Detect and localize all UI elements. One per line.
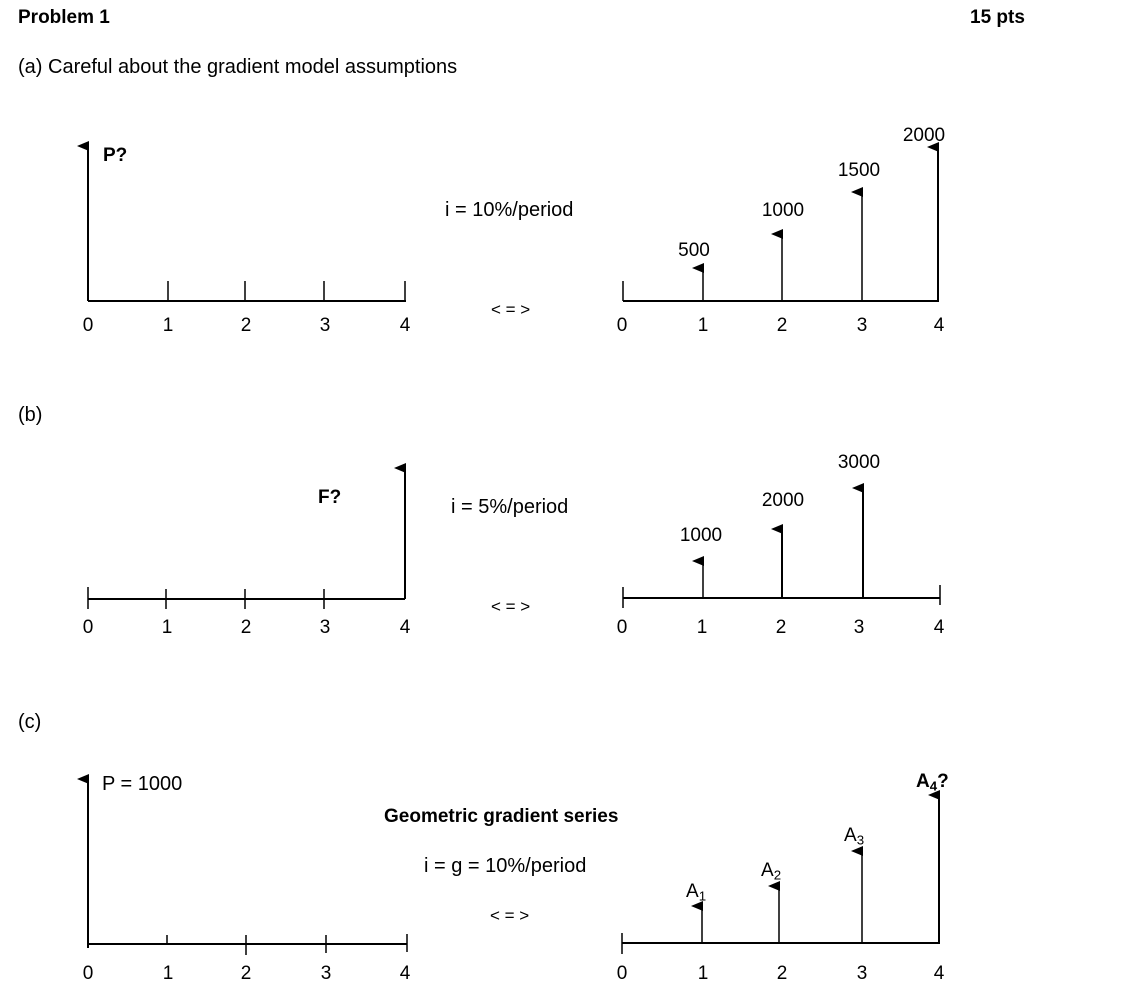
b-interest-rate: i = 5%/period <box>451 496 569 518</box>
a-left-tick-2: 2 <box>240 315 252 336</box>
b-left-tick-4: 4 <box>399 617 411 638</box>
a-cash-flow-1: 500 <box>678 240 710 261</box>
c-left-arrow-label: P = 1000 <box>102 773 183 795</box>
c-right-tick-2: 2 <box>776 963 788 984</box>
b-left-tick-1: 1 <box>161 617 173 638</box>
c-left-tick-4: 4 <box>399 963 411 984</box>
timeline-c-right <box>621 790 940 954</box>
a-cash-flow-3: 1500 <box>837 160 881 181</box>
c-right-tick-1: 1 <box>697 963 709 984</box>
a-right-tick-2: 2 <box>776 315 788 336</box>
a-right-tick-0: 0 <box>616 315 628 336</box>
b-right-tick-3: 3 <box>853 617 865 638</box>
a-left-arrow-label: P? <box>103 145 128 166</box>
part-a-label: (a) Careful about the gradient model ass… <box>18 56 458 78</box>
c-left-tick-1: 1 <box>162 963 174 984</box>
a-right-tick-1: 1 <box>697 315 709 336</box>
part-b-label: (b) <box>18 404 43 426</box>
c-left-tick-0: 0 <box>82 963 94 984</box>
b-cash-flow-3: 3000 <box>837 452 881 473</box>
b-right-tick-0: 0 <box>616 617 628 638</box>
b-left-arrow-label: F? <box>318 487 342 508</box>
b-left-tick-0: 0 <box>82 617 94 638</box>
a-right-tick-4: 4 <box>933 315 945 336</box>
b-cash-flow-2: 2000 <box>761 490 805 511</box>
b-left-tick-3: 3 <box>319 617 331 638</box>
c-right-tick-3: 3 <box>856 963 868 984</box>
a-equivalence-symbol: < = > <box>491 300 531 319</box>
a-left-tick-0: 0 <box>82 315 94 336</box>
a-cash-flow-4: 2000 <box>902 125 946 146</box>
c-cash-flow-1: A1 <box>686 881 707 904</box>
points-label: 15 pts <box>970 7 1025 28</box>
timeline-a-left <box>77 141 406 302</box>
part-c-label: (c) <box>18 711 42 733</box>
a-cash-flow-2: 1000 <box>761 200 805 221</box>
c-cash-flow-3: A3 <box>844 825 865 848</box>
a-interest-rate: i = 10%/period <box>445 199 574 221</box>
c-series-name: Geometric gradient series <box>384 806 619 827</box>
c-right-tick-4: 4 <box>933 963 945 984</box>
b-right-tick-4: 4 <box>933 617 945 638</box>
timeline-a-right <box>622 142 939 302</box>
c-left-tick-2: 2 <box>240 963 252 984</box>
a-right-tick-3: 3 <box>856 315 868 336</box>
timeline-b-right <box>622 483 941 608</box>
b-right-tick-1: 1 <box>696 617 708 638</box>
timeline-c-left <box>77 774 408 955</box>
problem-title: Problem 1 <box>18 7 110 28</box>
b-equivalence-symbol: < = > <box>491 597 531 616</box>
c-equivalence-symbol: < = > <box>490 906 530 925</box>
b-cash-flow-1: 1000 <box>679 525 723 546</box>
c-interest-rate: i = g = 10%/period <box>424 855 587 877</box>
c-left-tick-3: 3 <box>320 963 332 984</box>
a-left-tick-1: 1 <box>162 315 174 336</box>
b-right-tick-2: 2 <box>775 617 787 638</box>
a-left-tick-3: 3 <box>319 315 331 336</box>
a-left-tick-4: 4 <box>399 315 411 336</box>
timeline-b-left <box>87 463 406 609</box>
b-left-tick-2: 2 <box>240 617 252 638</box>
c-cash-flow-2: A2 <box>761 860 782 883</box>
c-right-tick-0: 0 <box>616 963 628 984</box>
c-cash-flow-4: A4? <box>916 771 949 794</box>
